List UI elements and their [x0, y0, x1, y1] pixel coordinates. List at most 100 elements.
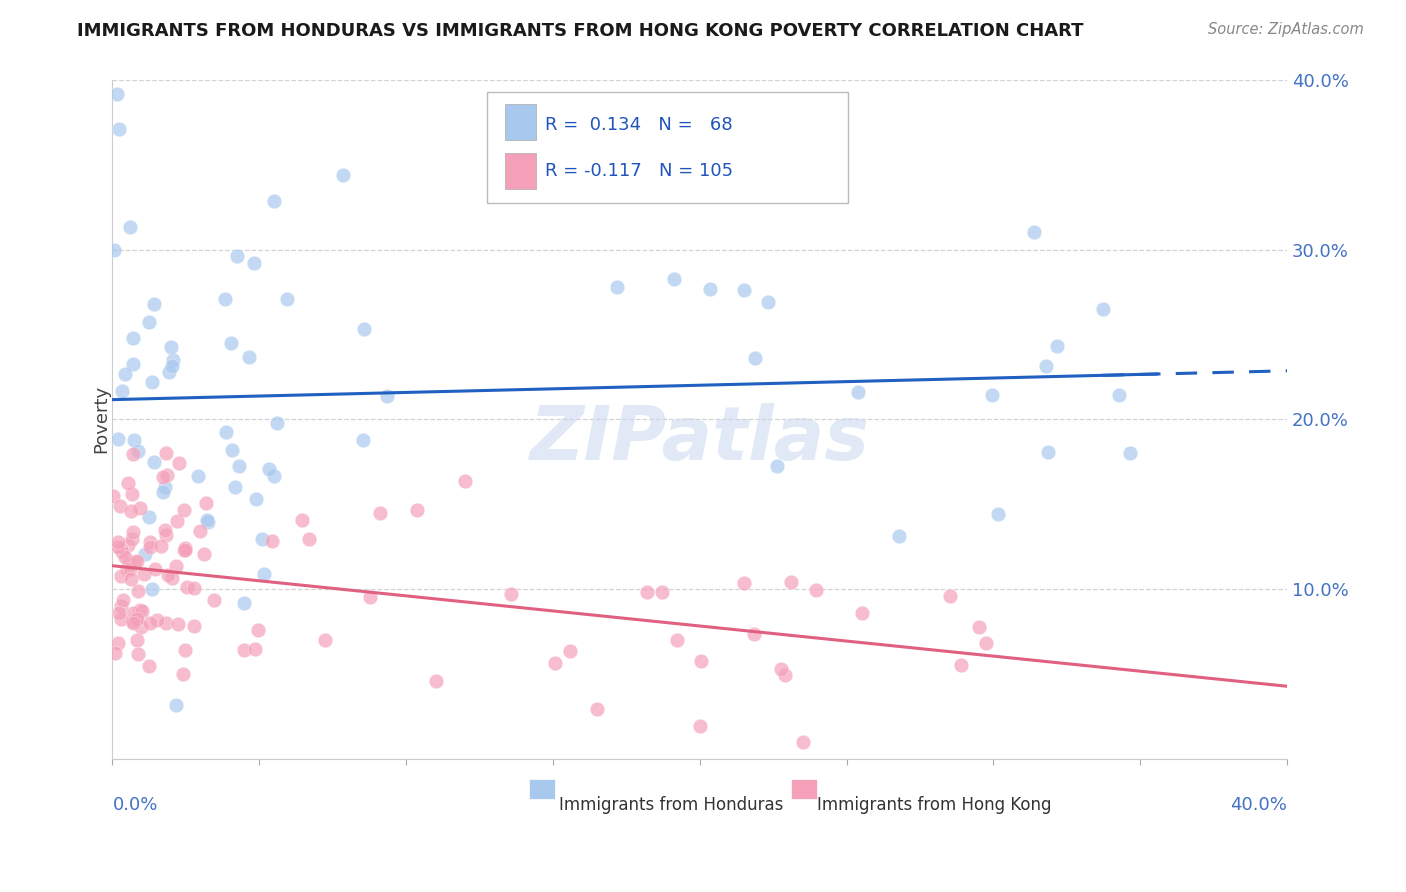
Point [127, 612, 149, 626]
Point [117, 562, 139, 576]
Point [780, 574, 803, 589]
Point [377, 389, 399, 403]
Point [122, 331, 145, 345]
Point [141, 375, 163, 389]
Point [141, 582, 163, 597]
Point [108, 607, 131, 621]
Point [105, 87, 128, 101]
Point [214, 425, 236, 439]
Point [586, 702, 609, 716]
Point [987, 507, 1010, 521]
Point [118, 556, 141, 570]
Point [733, 284, 755, 298]
Point [120, 219, 142, 234]
Point [107, 636, 129, 650]
Point [699, 282, 721, 296]
Point [214, 292, 236, 306]
Point [138, 615, 160, 630]
Point [228, 458, 250, 473]
Point [129, 603, 152, 617]
Point [127, 583, 149, 598]
Point [636, 584, 658, 599]
Point [107, 122, 129, 136]
Point [110, 542, 132, 557]
Point [125, 612, 148, 626]
Text: Immigrants from Hong Kong: Immigrants from Hong Kong [817, 797, 1052, 814]
Y-axis label: Poverty: Poverty [93, 385, 110, 453]
Point [183, 581, 205, 595]
Point [187, 469, 209, 483]
Point [128, 501, 150, 516]
Point [1035, 359, 1057, 373]
Point [197, 515, 219, 529]
Point [651, 585, 673, 599]
Point [173, 543, 195, 558]
Point [174, 543, 197, 558]
Point [124, 555, 146, 569]
Point [792, 735, 814, 749]
Point [1038, 445, 1060, 459]
Point [359, 590, 381, 604]
Point [744, 351, 766, 366]
Point [152, 484, 174, 499]
Point [981, 388, 1004, 402]
Point [143, 455, 166, 469]
Point [138, 659, 160, 673]
Point [544, 656, 567, 670]
Point [165, 559, 187, 574]
Point [499, 587, 522, 601]
Point [188, 524, 211, 538]
Point [121, 487, 143, 501]
Point [165, 698, 187, 713]
Point [122, 433, 145, 447]
Point [155, 527, 177, 541]
Point [134, 547, 156, 561]
Point [162, 353, 184, 368]
Point [266, 416, 288, 430]
Point [1092, 301, 1115, 316]
Point [160, 571, 183, 585]
Point [103, 243, 125, 257]
Point [157, 365, 180, 379]
Text: IMMIGRANTS FROM HONDURAS VS IMMIGRANTS FROM HONG KONG POVERTY CORRELATION CHART: IMMIGRANTS FROM HONDURAS VS IMMIGRANTS F… [77, 22, 1084, 40]
Point [967, 620, 990, 634]
Point [167, 457, 190, 471]
Point [131, 604, 153, 618]
Point [152, 470, 174, 484]
Point [219, 336, 242, 351]
Point [159, 340, 181, 354]
Point [558, 644, 581, 658]
Point [120, 504, 142, 518]
Point [107, 534, 129, 549]
Point [127, 648, 149, 662]
Point [176, 581, 198, 595]
Point [127, 632, 149, 647]
Point [245, 492, 267, 507]
Point [104, 646, 127, 660]
Point [291, 513, 314, 527]
Text: 40.0%: 40.0% [1230, 797, 1286, 814]
Point [756, 295, 779, 310]
Point [224, 479, 246, 493]
Point [733, 576, 755, 591]
Point [166, 514, 188, 528]
Point [889, 529, 911, 543]
Point [253, 567, 276, 582]
Point [111, 593, 134, 607]
Point [769, 662, 792, 676]
Point [129, 620, 152, 634]
Point [246, 623, 269, 637]
Point [166, 616, 188, 631]
Point [238, 350, 260, 364]
Point [172, 667, 194, 681]
Point [174, 642, 197, 657]
Point [149, 539, 172, 553]
Point [454, 474, 477, 488]
Point [202, 593, 225, 607]
Point [232, 643, 254, 657]
Point [804, 582, 827, 597]
Point [173, 541, 195, 556]
Point [122, 525, 145, 540]
Point [138, 509, 160, 524]
Text: 0.0%: 0.0% [112, 797, 157, 814]
